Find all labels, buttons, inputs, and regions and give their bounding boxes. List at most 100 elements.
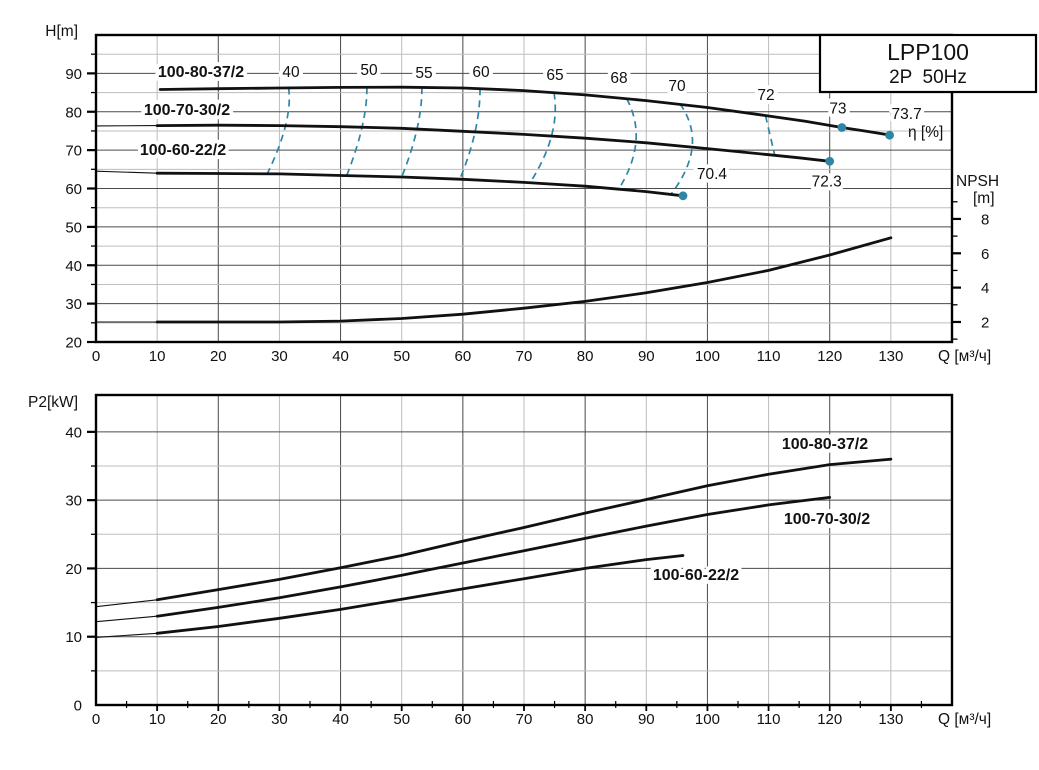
power-model-label-100-70-30/2: 100-70-30/2 bbox=[784, 511, 870, 528]
power-curve-100-70-30/2-lead bbox=[95, 615, 158, 623]
head-y-axis-title: H[m] bbox=[45, 23, 78, 40]
x-tick-label: 110 bbox=[757, 348, 781, 365]
npsh-tick-label: 4 bbox=[981, 280, 989, 297]
y-tick-label: 40 bbox=[65, 424, 82, 441]
y-tick-label: 30 bbox=[65, 493, 82, 510]
x-tick-label: 120 bbox=[817, 348, 842, 365]
y-tick-label: 60 bbox=[65, 181, 82, 198]
model-label-100-80-37/2: 100-80-37/2 bbox=[158, 64, 244, 81]
power-chart-gridlines bbox=[96, 395, 952, 705]
power-model-label-100-80-37/2: 100-80-37/2 bbox=[782, 436, 868, 453]
efficiency-contour-72 bbox=[764, 115, 776, 156]
power-chart: 0 10 20 30 40 50 60 70 80 90 100 110 120 130 0 10 20 30 40… bbox=[65, 393, 954, 728]
y-tick-label: 80 bbox=[65, 104, 82, 121]
efficiency-contour-55 bbox=[400, 87, 423, 178]
head-chart-tick-labels: 0 10 20 30 40 50 60 70 80 90 100 110 120 130 20 30 40 50 6… bbox=[65, 60, 989, 365]
curve-100-60-22/2 bbox=[155, 171, 685, 198]
curve-100-70-30/2 bbox=[155, 123, 832, 163]
model-label-100-60-22/2: 100-60-22/2 bbox=[140, 142, 226, 159]
efficiency-markers: 73 73.7 72.3 70.4 bbox=[678, 96, 926, 201]
efficiency-label-55: 55 bbox=[415, 65, 432, 82]
title-box-frame bbox=[818, 33, 1038, 94]
x-tick-label: 60 bbox=[455, 348, 472, 365]
y-tick-label: 20 bbox=[65, 561, 82, 578]
title-box: LPP100 2P 50Hz bbox=[818, 33, 1038, 94]
x-tick-label: 100 bbox=[695, 711, 720, 728]
power-curve-100-60-22/2-lead bbox=[95, 632, 158, 638]
npsh-tick-label: 6 bbox=[981, 246, 989, 263]
curve-NPSH bbox=[155, 236, 893, 324]
x-tick-label: 90 bbox=[638, 348, 655, 365]
power-curve-100-60-22/2 bbox=[155, 554, 685, 635]
curve-100-80-37/2 bbox=[158, 85, 893, 137]
efficiency-point-73 bbox=[837, 123, 847, 132]
pump-spec-subtitle: 2P 50Hz bbox=[889, 67, 967, 88]
x-tick-label: 110 bbox=[757, 711, 781, 728]
efficiency-label-72: 72 bbox=[757, 87, 774, 104]
y-tick-label: 20 bbox=[65, 335, 82, 352]
eta-percent-label: η [%] bbox=[908, 124, 943, 141]
power-curve-100-80-37/2 bbox=[155, 457, 893, 602]
x-tick-label: 130 bbox=[878, 711, 903, 728]
power-y-axis-title: P2[kW] bbox=[28, 394, 78, 411]
head-curves bbox=[95, 85, 893, 324]
x-tick-label: 120 bbox=[817, 711, 842, 728]
efficiency-point-70.4 bbox=[678, 191, 688, 201]
x-tick-label: 20 bbox=[210, 348, 227, 365]
y-tick-label: 0 bbox=[74, 698, 82, 715]
efficiency-point-73.7 bbox=[885, 130, 894, 140]
efficiency-label-70: 70 bbox=[668, 78, 686, 95]
x-tick-label: 0 bbox=[92, 348, 100, 365]
efficiency-point-72.3 bbox=[825, 156, 835, 166]
x-tick-label: 100 bbox=[695, 348, 720, 365]
y-tick-label: 50 bbox=[65, 219, 82, 236]
power-chart-ticks bbox=[87, 430, 923, 711]
head-chart-ticks bbox=[87, 53, 961, 344]
x-tick-label: 50 bbox=[393, 711, 410, 728]
y-tick-label: 30 bbox=[65, 296, 82, 313]
x-tick-label: 70 bbox=[516, 711, 533, 728]
y-tick-label: 70 bbox=[65, 143, 82, 160]
x-tick-label: 20 bbox=[210, 711, 227, 728]
x-tick-label: 80 bbox=[577, 711, 594, 728]
power-model-label-100-60-22/2: 100-60-22/2 bbox=[653, 567, 739, 584]
npsh-axis-unit: [m] bbox=[973, 190, 995, 207]
x-tick-label: 30 bbox=[271, 348, 288, 365]
power-curve-100-80-37/2-lead bbox=[95, 599, 158, 608]
pump-model-title: LPP100 bbox=[887, 39, 969, 65]
efficiency-value-73: 73 bbox=[829, 100, 846, 117]
y-tick-label: 40 bbox=[65, 258, 82, 275]
x-tick-label: 10 bbox=[149, 348, 166, 365]
efficiency-label-50: 50 bbox=[360, 62, 378, 79]
head-x-axis-title: Q [м³/ч] bbox=[938, 348, 991, 365]
x-tick-label: 0 bbox=[92, 711, 100, 728]
x-tick-label: 30 bbox=[271, 711, 288, 728]
power-curves bbox=[95, 457, 893, 638]
efficiency-label-65: 65 bbox=[546, 67, 563, 84]
power-chart-tick-labels: 0 10 20 30 40 50 60 70 80 90 100 110 120 130 0 10 20 30 40… bbox=[65, 424, 903, 728]
x-tick-label: 80 bbox=[577, 348, 594, 365]
x-tick-label: 130 bbox=[878, 348, 903, 365]
x-tick-label: 40 bbox=[332, 348, 349, 365]
y-tick-label: 90 bbox=[65, 66, 82, 83]
x-tick-label: 60 bbox=[455, 711, 472, 728]
efficiency-value-72.3: 72.3 bbox=[812, 173, 842, 190]
efficiency-label-40: 40 bbox=[282, 64, 300, 81]
efficiency-value-70.4: 70.4 bbox=[697, 166, 728, 183]
x-tick-label: 70 bbox=[516, 348, 533, 365]
efficiency-label-68: 68 bbox=[610, 70, 627, 87]
efficiency-label-60: 60 bbox=[472, 64, 490, 81]
x-tick-label: 50 bbox=[393, 348, 410, 365]
curve-100-60-22/2-lead bbox=[95, 170, 158, 174]
efficiency-contour-65 bbox=[529, 92, 557, 184]
x-tick-label: 90 bbox=[638, 711, 655, 728]
x-tick-label: 10 bbox=[149, 711, 166, 728]
model-label-100-70-30/2: 100-70-30/2 bbox=[144, 102, 230, 119]
efficiency-contour-68 bbox=[618, 98, 637, 190]
power-x-axis-title: Q [м³/ч] bbox=[938, 711, 991, 728]
npsh-tick-label: 8 bbox=[981, 211, 989, 228]
efficiency-value-73.7: 73.7 bbox=[892, 106, 922, 123]
